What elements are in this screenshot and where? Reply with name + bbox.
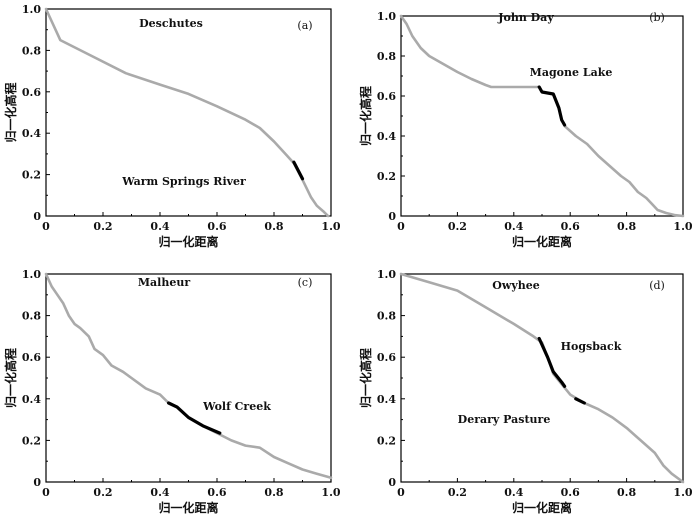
panel-title: Deschutes bbox=[139, 17, 203, 30]
y-tick-label: 0.6 bbox=[377, 90, 396, 103]
panel-label: (d) bbox=[649, 279, 665, 292]
y-tick-label: 0 bbox=[388, 476, 396, 489]
y-tick-label: 0.6 bbox=[22, 351, 41, 364]
plot-frame bbox=[400, 15, 684, 217]
x-tick-label: 0.8 bbox=[617, 486, 636, 499]
profile-line bbox=[399, 272, 685, 484]
x-axis-title: 归一化距离 bbox=[158, 500, 218, 515]
panel-label: (c) bbox=[298, 276, 313, 289]
x-tick-label: 0.2 bbox=[93, 486, 112, 499]
highlight-segment bbox=[167, 401, 222, 435]
x-tick-label: 0.6 bbox=[561, 486, 580, 499]
y-tick-label: 0.4 bbox=[22, 393, 41, 406]
site-annotation: Hogsback bbox=[561, 340, 622, 353]
highlight-segment bbox=[537, 85, 567, 127]
y-tick-label: 0.4 bbox=[377, 393, 396, 406]
y-axis-title: 归一化高程 bbox=[3, 348, 18, 408]
y-tick-label: 0.6 bbox=[377, 351, 396, 364]
chart-panel-a: 0 0.2 0.4 0.6 0.8 1.0 0 0.2 0.4 0.6 0.8 1.0 归一化距离 归一化… bbox=[3, 3, 341, 249]
x-tick-label: 0.4 bbox=[504, 220, 523, 233]
y-tick-label: 0.4 bbox=[22, 127, 41, 140]
panel-label: (b) bbox=[649, 11, 665, 24]
panel-title: Malheur bbox=[138, 276, 190, 289]
y-tick-label: 0.8 bbox=[22, 44, 41, 57]
y-tick-label: 0 bbox=[33, 210, 41, 223]
profile-line bbox=[44, 7, 330, 218]
y-tick-label: 1.0 bbox=[377, 268, 396, 281]
y-tick-label: 0.6 bbox=[22, 86, 41, 99]
x-axis-title: 归一化距离 bbox=[158, 234, 218, 249]
x-tick-label: 1.0 bbox=[673, 220, 692, 233]
x-tick-label: 0.2 bbox=[448, 220, 467, 233]
profile-line bbox=[44, 272, 333, 480]
site-annotation: Warm Springs River bbox=[121, 175, 246, 188]
site-annotation: Wolf Creek bbox=[202, 400, 271, 413]
y-tick-label: 0.8 bbox=[377, 50, 396, 63]
x-tick-label: 1.0 bbox=[321, 220, 340, 233]
panel-label: (a) bbox=[297, 19, 312, 32]
x-tick-label: 0.4 bbox=[150, 220, 169, 233]
x-tick-label: 1.0 bbox=[321, 486, 340, 499]
x-tick-label: 0.6 bbox=[561, 220, 580, 233]
y-axis-title: 归一化高程 bbox=[358, 348, 373, 408]
y-tick-label: 1.0 bbox=[22, 3, 41, 16]
x-tick-label: 0 bbox=[42, 486, 50, 499]
x-tick-label: 0.6 bbox=[207, 486, 226, 499]
y-tick-label: 0.2 bbox=[377, 434, 396, 447]
x-tick-label: 0.2 bbox=[93, 220, 112, 233]
highlight-segment bbox=[574, 397, 586, 405]
panel-title: Owyhee bbox=[492, 279, 539, 292]
y-tick-label: 1.0 bbox=[22, 268, 41, 281]
y-tick-label: 0.4 bbox=[377, 130, 396, 143]
y-tick-label: 0.2 bbox=[22, 434, 41, 447]
y-tick-label: 0.8 bbox=[22, 310, 41, 323]
x-tick-label: 0 bbox=[397, 486, 405, 499]
chart-panel-d: 0 0.2 0.4 0.6 0.8 1.0 0 0.2 0.4 0.6 0.8 1.0 归一化距离 归一化… bbox=[358, 268, 693, 515]
x-tick-label: 0.6 bbox=[207, 220, 226, 233]
highlight-segment bbox=[292, 160, 305, 181]
y-tick-label: 0 bbox=[33, 476, 41, 489]
site-annotation: Derary Pasture bbox=[458, 413, 551, 426]
y-tick-label: 0 bbox=[388, 210, 396, 223]
highlight-segment bbox=[537, 336, 567, 388]
y-tick-label: 0.8 bbox=[377, 310, 396, 323]
x-tick-label: 0.8 bbox=[617, 220, 636, 233]
x-axis-title: 归一化距离 bbox=[512, 234, 572, 249]
x-tick-label: 0.8 bbox=[264, 220, 283, 233]
plot-frame bbox=[45, 273, 332, 483]
x-tick-label: 1.0 bbox=[673, 486, 692, 499]
panel-title: John Day bbox=[497, 11, 554, 24]
x-tick-label: 0.8 bbox=[264, 486, 283, 499]
x-tick-label: 0.4 bbox=[150, 486, 169, 499]
plot-frame bbox=[400, 273, 684, 483]
x-tick-label: 0 bbox=[42, 220, 50, 233]
y-tick-label: 0.2 bbox=[22, 169, 41, 182]
x-tick-label: 0 bbox=[397, 220, 405, 233]
chart-panel-c: 0 0.2 0.4 0.6 0.8 1.0 0 0.2 0.4 0.6 0.8 1.0 归一化距离 归一化… bbox=[3, 268, 341, 515]
x-tick-label: 0.2 bbox=[448, 486, 467, 499]
y-tick-label: 1.0 bbox=[377, 10, 396, 23]
chart-panel-b: 0 0.2 0.4 0.6 0.8 1.0 0 0.2 0.4 0.6 0.8 1.0 归一化距离 归一化… bbox=[358, 10, 693, 249]
y-axis-title: 归一化高程 bbox=[3, 82, 18, 142]
site-annotation: Magone Lake bbox=[530, 66, 613, 79]
x-axis-title: 归一化距离 bbox=[512, 500, 572, 515]
y-tick-label: 0.2 bbox=[377, 170, 396, 183]
x-tick-label: 0.4 bbox=[504, 486, 523, 499]
y-axis-title: 归一化高程 bbox=[358, 86, 373, 146]
profile-line bbox=[399, 14, 685, 218]
